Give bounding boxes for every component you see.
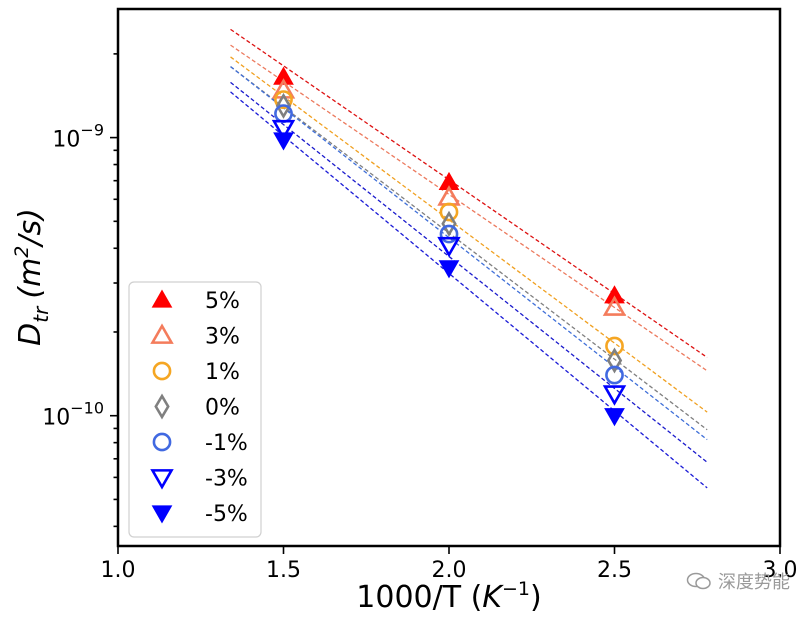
- data-point: [271, 119, 296, 141]
- data-point: [439, 224, 459, 244]
- x-tick-label: 1.5: [266, 558, 301, 583]
- legend-label: -1%: [205, 431, 248, 456]
- watermark: 深度势能: [686, 568, 790, 594]
- y-axis-title: Dtr(m2/s): [11, 208, 53, 346]
- legend: 5% 3% 1% 0% -1% -3% -5%: [128, 281, 262, 538]
- data-point: [602, 385, 627, 406]
- x-axis-title: 1000/T (K−1): [356, 578, 541, 615]
- legend-label: 0%: [205, 396, 240, 421]
- data-point: [275, 92, 292, 119]
- legend-marker: [150, 469, 174, 490]
- data-point: [438, 260, 460, 279]
- data-point: [606, 347, 623, 374]
- data-point: [602, 295, 627, 316]
- data-point: [273, 132, 294, 151]
- data-point: [437, 236, 461, 258]
- legend-marker: [151, 289, 173, 308]
- legend-label: -5%: [205, 502, 248, 527]
- legend-label: 3%: [205, 325, 240, 350]
- legend-box: [128, 281, 262, 538]
- fit-line: [230, 28, 708, 358]
- legend-marker: [152, 432, 172, 452]
- y-tick-label: 10−9: [52, 121, 104, 153]
- fit-line: [230, 66, 708, 441]
- data-markers: [271, 66, 627, 427]
- legend-marker: [152, 361, 172, 381]
- data-point: [604, 408, 625, 427]
- legend-label: -3%: [205, 467, 248, 492]
- data-point: [273, 66, 294, 85]
- data-point: [605, 365, 624, 385]
- x-tick-label: 1.0: [101, 558, 136, 583]
- wechat-icon: [686, 572, 711, 590]
- axis-ticks: [110, 53, 781, 554]
- fit-line: [230, 91, 708, 489]
- watermark-text: 深度势能: [718, 572, 790, 593]
- data-point: [604, 285, 625, 304]
- data-point: [274, 90, 293, 109]
- legend-label: 1%: [205, 360, 240, 385]
- legend-marker: [154, 393, 170, 420]
- x-tick-label: 2.5: [597, 558, 632, 583]
- y-tick-label: 10−10: [42, 399, 104, 431]
- legend-marker: [150, 323, 174, 344]
- data-point: [439, 202, 459, 222]
- fit-line: [230, 56, 708, 413]
- x-tick-label: 2.0: [432, 558, 467, 583]
- fit-lines: [230, 28, 708, 489]
- tick-labels: 1.0 1.5 2.0 2.5 3.0 10−10 10−9: [42, 121, 797, 583]
- legend-label: 5%: [205, 289, 240, 314]
- legend-marker: [151, 505, 173, 524]
- x-tick-label: 3.0: [763, 558, 798, 583]
- fit-line: [230, 44, 708, 372]
- data-point: [605, 336, 624, 356]
- fit-line: [230, 81, 708, 463]
- fit-line: [230, 66, 708, 431]
- data-point: [441, 210, 457, 237]
